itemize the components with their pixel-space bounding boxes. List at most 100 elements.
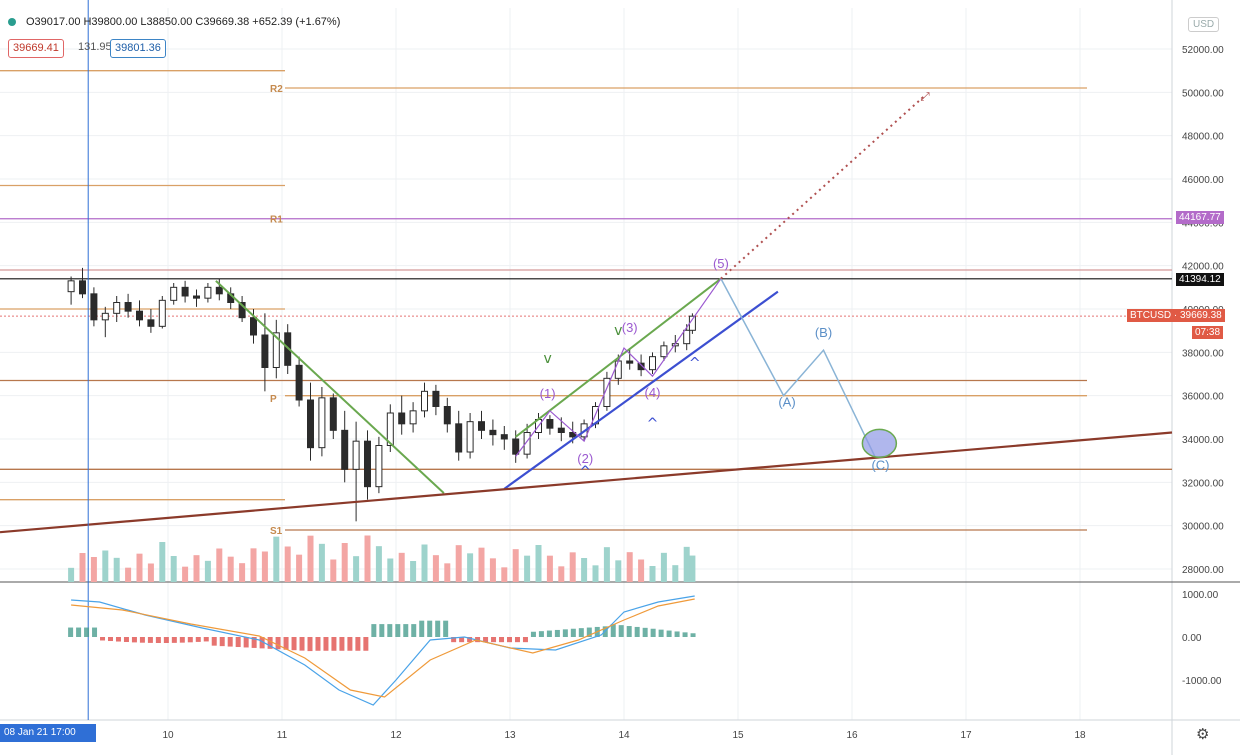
macd-histogram-bar — [379, 624, 385, 637]
macd-histogram-bar — [307, 637, 313, 652]
candle-body — [238, 302, 246, 319]
candle-body — [170, 286, 178, 301]
x-tick-label: 14 — [618, 730, 630, 741]
macd-histogram-bar — [586, 627, 592, 637]
volume-bar — [239, 563, 246, 582]
macd-histogram-bar — [195, 637, 201, 642]
x-tick-label: 15 — [732, 730, 744, 741]
volume-bar — [193, 555, 200, 582]
target-projection-line — [720, 93, 927, 280]
y-tick-label: 28000.00 — [1182, 565, 1224, 576]
macd-histogram-bar — [451, 637, 457, 643]
pivot-level-label: R1 — [270, 215, 283, 226]
macd-histogram-bar — [323, 637, 329, 651]
macd-histogram-bar — [403, 624, 409, 637]
volume-bar — [102, 550, 109, 582]
candle-body — [250, 317, 257, 336]
x-tick-label: 10 — [162, 730, 174, 741]
candle-body — [329, 397, 337, 431]
y-tick-label: 32000.00 — [1182, 478, 1224, 489]
candle-body — [455, 423, 463, 453]
macd-histogram-bar — [618, 625, 624, 637]
macd-histogram-bar — [355, 637, 361, 651]
wave-label: (A) — [778, 395, 795, 410]
volume-bar — [250, 548, 257, 582]
volume-bar — [569, 552, 576, 582]
candle-body — [603, 377, 611, 408]
macd-histogram-bar — [179, 637, 185, 643]
y-tick-label: 48000.00 — [1182, 132, 1224, 143]
last-price-tag: BTCUSD · 39669.38 — [1127, 309, 1225, 322]
volume-bar — [501, 567, 508, 582]
candle-body — [443, 406, 451, 425]
ohlc-header: O39017.00 H39800.00 L38850.00 C39669.38 … — [8, 16, 340, 28]
macd-histogram-bar — [690, 633, 696, 637]
macd-histogram-bar — [219, 637, 225, 647]
candle-body — [637, 362, 645, 371]
candle-body — [614, 360, 622, 379]
currency-button[interactable]: USD — [1188, 17, 1220, 32]
candle-body — [432, 390, 440, 408]
candle-body — [352, 440, 360, 470]
macd-histogram-bar — [610, 624, 616, 637]
volume-bar — [626, 552, 633, 582]
volume-bar — [603, 547, 610, 582]
macd-histogram-bar — [68, 627, 74, 637]
volume-bar — [689, 555, 696, 582]
resistance-price-tag: 41394.12 — [1176, 273, 1224, 286]
macd-histogram-bar — [491, 637, 497, 643]
macd-histogram-bar — [467, 637, 473, 643]
macd-histogram-bar — [538, 631, 544, 637]
candle-body — [79, 280, 86, 295]
candle-body — [466, 421, 474, 453]
macd-histogram-bar — [243, 637, 249, 648]
pivot-level-label: S1 — [270, 526, 283, 537]
ask-price[interactable]: 39801.36 — [110, 39, 166, 58]
macd-histogram-bar — [100, 637, 106, 641]
volume-bar — [638, 559, 645, 582]
x-tick-label: 16 — [846, 730, 858, 741]
macd-histogram-bar — [339, 637, 345, 651]
candle-body — [215, 286, 223, 295]
candle-body — [500, 434, 508, 440]
bid-price[interactable]: 39669.41 — [8, 39, 64, 58]
macd-histogram-bar — [211, 637, 217, 646]
volume-bar — [79, 553, 86, 582]
macd-histogram-bar — [259, 637, 265, 649]
macd-histogram-bar — [499, 637, 505, 643]
candle-body — [295, 364, 303, 401]
candle-body — [67, 280, 75, 293]
macd-histogram-bar — [363, 637, 369, 651]
candle-body — [649, 356, 656, 371]
volume-bar — [330, 559, 337, 582]
macd-histogram-bar — [267, 637, 273, 649]
volume-bar — [216, 548, 223, 582]
pivot-level-label: P — [270, 394, 277, 405]
macd-histogram-bar — [674, 631, 680, 637]
volume-bar — [387, 558, 394, 582]
volume-bar — [398, 552, 405, 582]
y-tick-label: 34000.00 — [1182, 435, 1224, 446]
crosshair-date-label: 08 Jan 21 17:00 — [0, 724, 96, 742]
macd-histogram-bar — [435, 620, 441, 637]
wave-label: (3) — [622, 320, 638, 335]
macd-histogram-bar — [666, 630, 672, 637]
volume-bar — [296, 554, 303, 582]
macd-tick-label: -1000.00 — [1182, 676, 1222, 687]
target-zone-ellipse — [861, 428, 898, 459]
macd-tick-label: 0.00 — [1182, 633, 1202, 644]
macd-histogram-bar — [483, 637, 489, 643]
macd-histogram-bar — [171, 637, 177, 643]
settings-gear-icon[interactable]: ⚙ — [1196, 726, 1210, 743]
candle-body — [478, 421, 485, 431]
candle-body — [375, 445, 383, 488]
macd-histogram-bar — [291, 637, 297, 651]
volume-bar — [182, 566, 189, 582]
macd-histogram-bar — [570, 628, 576, 637]
y-tick-label: 38000.00 — [1182, 348, 1224, 359]
elliott-wave-path — [515, 278, 722, 457]
candle-body — [523, 432, 531, 455]
macd-histogram-bar — [235, 637, 241, 648]
macd-histogram-bar — [562, 629, 568, 637]
